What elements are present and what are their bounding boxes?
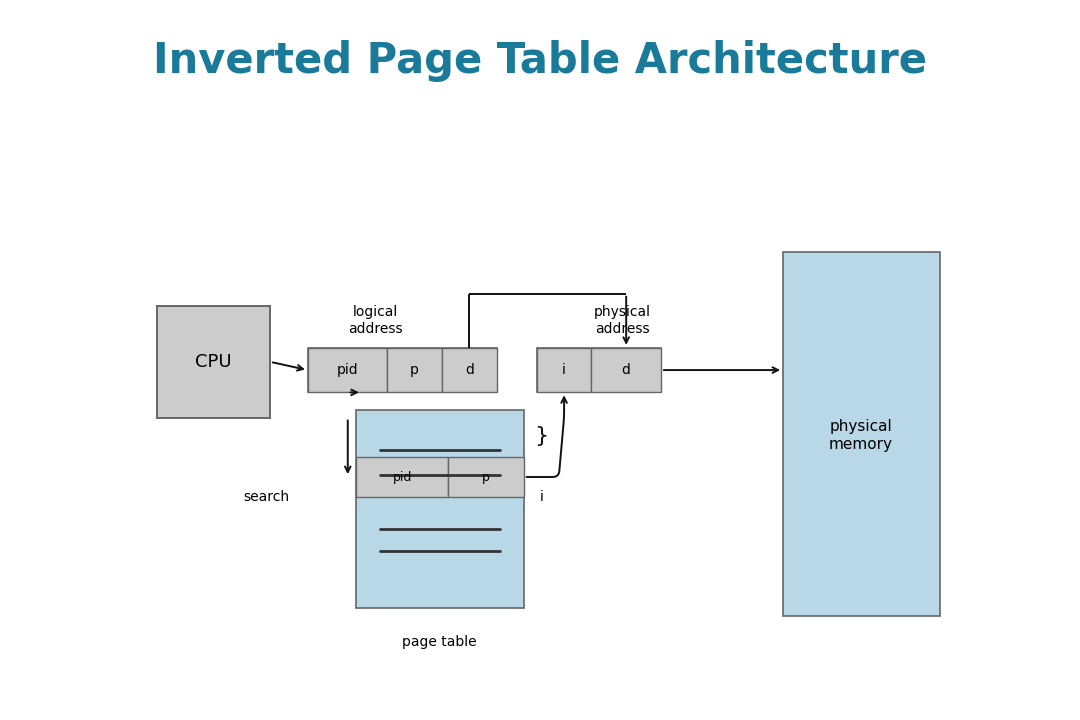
Text: physical
address: physical address <box>594 305 650 336</box>
Bar <box>157 306 270 418</box>
Bar <box>537 348 592 392</box>
Text: d: d <box>465 363 474 377</box>
Text: i: i <box>563 363 566 377</box>
Bar <box>308 348 387 392</box>
Bar <box>783 252 940 616</box>
Bar <box>592 348 661 392</box>
Bar <box>356 457 448 497</box>
Text: }: } <box>535 426 549 446</box>
Text: search: search <box>243 490 289 504</box>
Text: i: i <box>540 490 544 504</box>
Text: Inverted Page Table Architecture: Inverted Page Table Architecture <box>153 40 927 82</box>
Bar <box>356 410 524 608</box>
Text: physical
memory: physical memory <box>828 419 893 452</box>
Text: p: p <box>410 363 419 377</box>
Text: page table: page table <box>402 635 477 649</box>
Text: d: d <box>622 363 631 377</box>
Bar <box>388 348 442 392</box>
Bar <box>308 348 497 392</box>
Text: logical
address: logical address <box>349 305 403 336</box>
Text: pid: pid <box>393 470 413 484</box>
Text: pid: pid <box>337 363 359 377</box>
Text: CPU: CPU <box>195 353 231 371</box>
Bar <box>537 348 661 392</box>
Text: p: p <box>482 470 490 484</box>
Bar <box>442 348 497 392</box>
Bar <box>448 457 524 497</box>
